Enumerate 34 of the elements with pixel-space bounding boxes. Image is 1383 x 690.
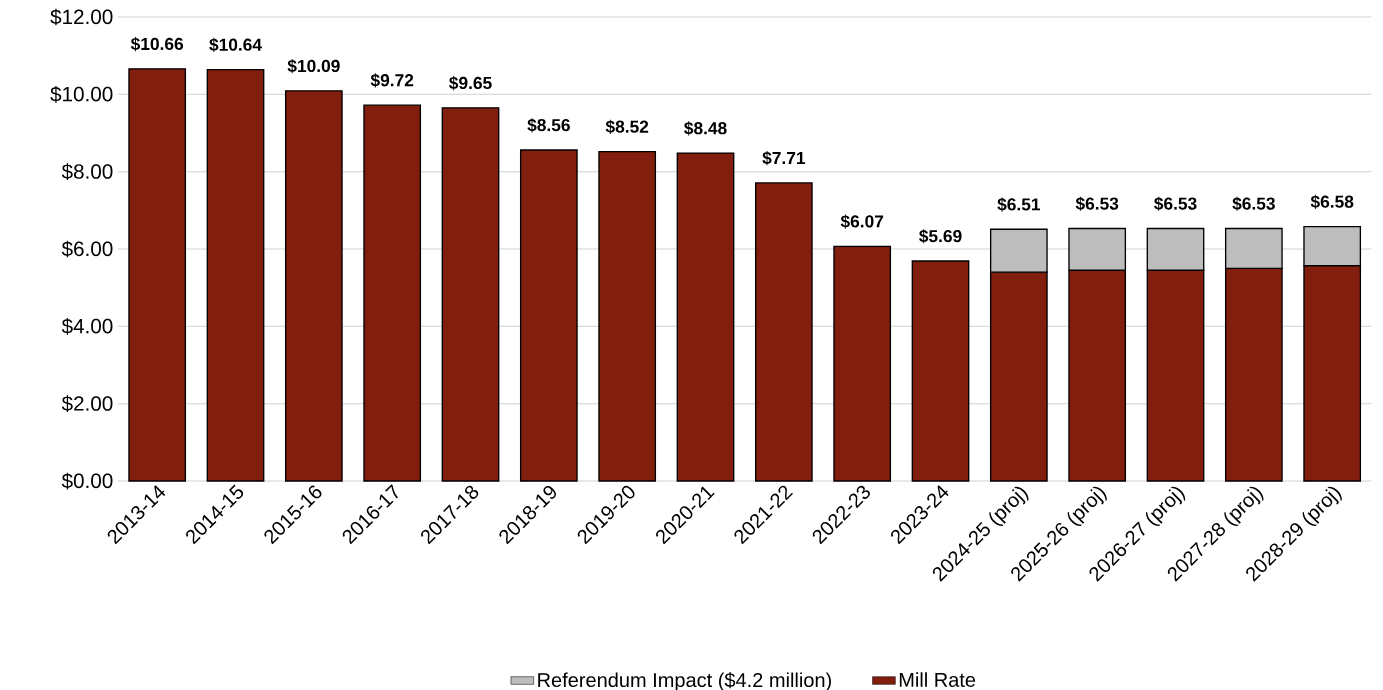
total-label: $6.51 (997, 197, 1041, 212)
total-label: $7.71 (762, 151, 806, 166)
total-label: $8.48 (684, 121, 727, 136)
total-label: $6.53 (1075, 196, 1119, 211)
bar (676, 152, 735, 482)
bar (519, 149, 578, 482)
bar (206, 68, 265, 482)
bar (911, 260, 970, 482)
legend-label: Mill Rate (899, 672, 976, 687)
total-label: $6.07 (840, 214, 884, 229)
total-label: $10.09 (287, 59, 340, 74)
total-label: $6.53 (1154, 196, 1197, 211)
y-tick-label: $6.00 (61, 240, 113, 258)
total-label: $9.65 (449, 76, 492, 91)
y-tick-label: $8.00 (61, 163, 113, 181)
y-tick-label: $12.00 (50, 8, 113, 26)
bar (833, 245, 892, 482)
y-tick-label: $4.00 (61, 317, 113, 335)
y-tick-label: $10.00 (50, 85, 113, 103)
total-label: $10.66 (130, 37, 184, 52)
bar (128, 68, 187, 482)
total-label: $6.58 (1310, 194, 1354, 209)
bar (754, 182, 813, 482)
bar (441, 107, 500, 482)
total-label: $10.64 (209, 37, 262, 52)
total-label: $8.56 (527, 118, 570, 133)
bar (363, 104, 422, 482)
bar (598, 150, 657, 482)
total-label: $9.72 (370, 73, 414, 88)
total-label: $5.69 (919, 229, 962, 244)
y-tick-label: $2.00 (61, 395, 113, 413)
total-label: $8.52 (605, 119, 649, 134)
total-label: $6.53 (1232, 196, 1275, 211)
bar (284, 90, 343, 482)
